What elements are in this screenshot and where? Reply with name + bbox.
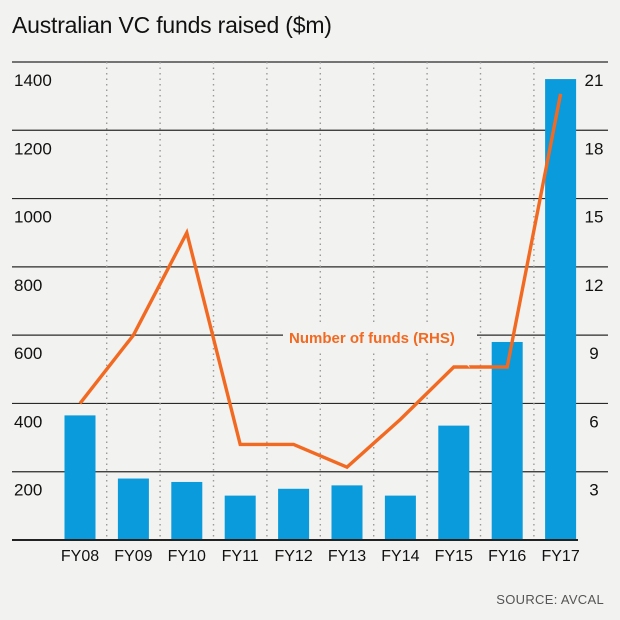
category-label: FY17 bbox=[541, 548, 579, 565]
bar-fy08 bbox=[64, 415, 96, 540]
right-tick-label: 15 bbox=[585, 208, 604, 227]
annotation-pointer bbox=[452, 350, 470, 368]
left-tick-label: 800 bbox=[14, 276, 42, 295]
left-tick-label: 600 bbox=[14, 344, 42, 363]
category-label: FY15 bbox=[435, 548, 473, 565]
right-tick-label: 9 bbox=[589, 344, 598, 363]
category-label: FY08 bbox=[61, 548, 99, 565]
right-tick-label: 6 bbox=[589, 412, 598, 431]
left-tick-label: 200 bbox=[14, 481, 42, 500]
bar-fy10 bbox=[171, 481, 203, 540]
bar-fy15 bbox=[438, 425, 470, 540]
category-label: FY09 bbox=[114, 548, 152, 565]
bar-fy09 bbox=[117, 478, 149, 540]
bar-fy16 bbox=[491, 341, 523, 540]
bar-fy13 bbox=[331, 485, 363, 540]
right-tick-label: 12 bbox=[585, 276, 604, 295]
line-series-group bbox=[78, 93, 563, 470]
category-label: FY16 bbox=[488, 548, 526, 565]
left-tick-label: 1400 bbox=[14, 71, 52, 90]
left-axis-ticks: 200 400 600 800 1000 1200 1400 bbox=[14, 71, 52, 500]
annotation-label: Number of funds (RHS) bbox=[289, 330, 455, 347]
category-label: FY13 bbox=[328, 548, 366, 565]
funds-line bbox=[78, 93, 563, 470]
category-label: FY12 bbox=[274, 548, 312, 565]
line-annotation: Number of funds (RHS) bbox=[283, 324, 477, 368]
bar-fy12 bbox=[278, 488, 310, 540]
right-tick-label: 18 bbox=[585, 139, 604, 158]
source-note: SOURCE: AVCAL bbox=[496, 592, 604, 607]
right-tick-label: 21 bbox=[585, 71, 604, 90]
left-tick-label: 1200 bbox=[14, 139, 52, 158]
chart-title: Australian VC funds raised ($m) bbox=[12, 12, 332, 38]
bar-fy14 bbox=[384, 495, 416, 540]
bars-group bbox=[64, 79, 577, 541]
annotation-background bbox=[283, 324, 477, 350]
left-tick-label: 400 bbox=[14, 412, 42, 431]
category-label: FY14 bbox=[381, 548, 419, 565]
category-label: FY10 bbox=[168, 548, 206, 565]
right-tick-label: 3 bbox=[589, 481, 598, 500]
bar-fy17 bbox=[545, 79, 577, 541]
left-tick-label: 1000 bbox=[14, 208, 52, 227]
category-label: FY11 bbox=[222, 548, 259, 565]
bar-fy11 bbox=[224, 495, 256, 540]
right-axis-ticks: 3 6 9 12 15 18 21 bbox=[585, 71, 604, 500]
vertical-gridlines bbox=[105, 62, 535, 540]
category-labels: FY08 FY09 FY10 FY11 FY12 FY13 FY14 FY15 FY16 FY17 bbox=[61, 548, 580, 565]
